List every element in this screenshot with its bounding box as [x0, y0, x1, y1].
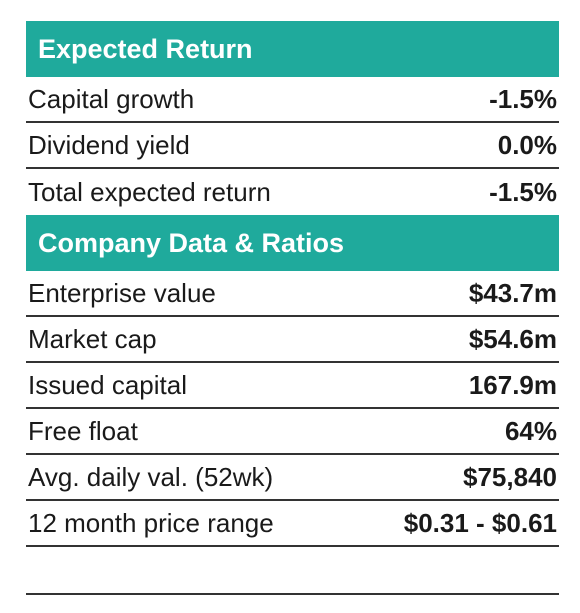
- row-value: 167.9m: [468, 369, 557, 400]
- stats-panel: Expected Return Capital growth -1.5% Div…: [26, 21, 559, 547]
- row-value: 64%: [504, 415, 557, 446]
- row-label: Capital growth: [28, 83, 195, 114]
- row-label: Avg. daily val. (52wk): [28, 461, 274, 492]
- row-value: $43.7m: [468, 277, 557, 308]
- avg-daily-value-row: Avg. daily val. (52wk) $75,840: [26, 455, 559, 501]
- row-label: Free float: [28, 415, 138, 446]
- row-value: $0.31 - $0.61: [403, 507, 557, 538]
- row-label: Total expected return: [28, 176, 271, 207]
- issued-capital-row: Issued capital 167.9m: [26, 363, 559, 409]
- capital-growth-row: Capital growth -1.5%: [26, 77, 559, 123]
- enterprise-value-row: Enterprise value $43.7m: [26, 271, 559, 317]
- row-label: Dividend yield: [28, 129, 190, 160]
- row-value: $75,840: [463, 461, 557, 492]
- bottom-rule: [26, 593, 559, 595]
- row-value: 0.0%: [497, 129, 557, 160]
- company-data-header: Company Data & Ratios: [26, 215, 559, 271]
- row-label: Issued capital: [28, 369, 187, 400]
- price-range-row: 12 month price range $0.31 - $0.61: [26, 501, 559, 547]
- row-value: $54.6m: [468, 323, 557, 354]
- dividend-yield-row: Dividend yield 0.0%: [26, 123, 559, 169]
- row-value: -1.5%: [489, 83, 557, 114]
- market-cap-row: Market cap $54.6m: [26, 317, 559, 363]
- row-value: -1.5%: [489, 176, 557, 207]
- expected-return-header: Expected Return: [26, 21, 559, 77]
- row-label: Market cap: [28, 323, 157, 354]
- row-label: 12 month price range: [28, 507, 274, 538]
- total-expected-return-row: Total expected return -1.5%: [26, 169, 559, 215]
- row-label: Enterprise value: [28, 277, 216, 308]
- free-float-row: Free float 64%: [26, 409, 559, 455]
